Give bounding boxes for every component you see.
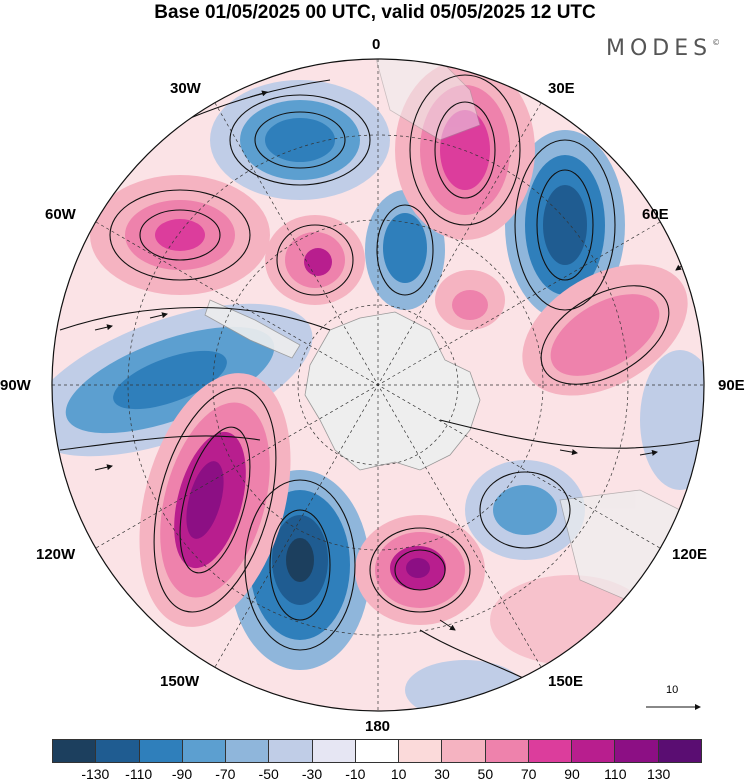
blue-anomaly-3 xyxy=(505,130,625,320)
blue-anomaly-1 xyxy=(210,80,390,200)
colorbar-segment xyxy=(658,740,701,762)
colorbar-tick-label: 130 xyxy=(646,766,671,782)
lon-label-30e: 30E xyxy=(548,80,575,97)
brand-name: MODES xyxy=(606,36,713,61)
colorbar-segment xyxy=(442,740,486,762)
colorbar-tick-label: -90 xyxy=(171,766,193,782)
colorbar-segment xyxy=(485,740,529,762)
colorbar-tick-label: 110 xyxy=(604,766,627,782)
colorbar-tick-label: 90 xyxy=(564,766,580,782)
colorbar-segment xyxy=(182,740,227,762)
colorbar-tick-label: -70 xyxy=(215,766,236,782)
colorbar-tick-label: -130 xyxy=(81,766,110,782)
map-title: Base 01/05/2025 00 UTC, valid 05/05/2025… xyxy=(154,2,596,23)
colorbar-segment xyxy=(572,740,616,762)
copyright-mark: © xyxy=(712,38,721,47)
colorbar-tick-label: 30 xyxy=(434,766,450,782)
lon-label-0: 0 xyxy=(372,36,381,53)
pink-anomaly-2 xyxy=(265,215,365,305)
colorbar-tick-label: 70 xyxy=(520,766,537,782)
lon-label-60w: 60W xyxy=(45,206,76,223)
pink-anomaly-4 xyxy=(435,270,505,330)
lon-label-150w: 150W xyxy=(160,673,200,690)
colorbar-tick-label: -30 xyxy=(301,766,323,782)
colorbar-segment xyxy=(139,740,183,762)
colorbar-tick-label: -10 xyxy=(345,766,366,782)
lon-label-150e: 150E xyxy=(548,673,584,690)
anomaly-field xyxy=(52,59,704,711)
colorbar-tick-label: 10 xyxy=(390,766,407,782)
blue-anomaly-6 xyxy=(465,460,585,560)
pink-anomaly-1 xyxy=(90,175,270,295)
blue-anomaly-4 xyxy=(52,303,313,457)
colorbar-segment xyxy=(399,740,443,762)
colorbar-segment xyxy=(615,740,659,762)
modes-logo: MODES© xyxy=(606,36,720,61)
lon-label-120w: 120W xyxy=(36,546,76,563)
colorbar-segment xyxy=(53,740,97,762)
lon-label-180: 180 xyxy=(365,718,391,735)
colorbar-tick-label: -50 xyxy=(258,766,279,782)
lon-label-120e: 120E xyxy=(672,546,708,563)
colorbar-segment xyxy=(269,740,313,762)
lon-label-90e: 90E xyxy=(718,377,745,394)
colorbar-tick-label: -110 xyxy=(125,766,153,782)
blue-anomaly-7 xyxy=(405,660,525,711)
colorbar-tick-label: 50 xyxy=(477,766,494,782)
colorbar-segment xyxy=(528,740,573,762)
blue-anomaly-8 xyxy=(640,350,704,490)
reference-vector-label: 10 xyxy=(666,684,679,696)
colorbar-segment xyxy=(312,740,356,762)
colorbar-segment xyxy=(355,740,400,762)
lon-label-90w: 90W xyxy=(0,377,31,394)
pink-anomaly-5 xyxy=(522,264,688,396)
lon-label-60e: 60E xyxy=(642,206,669,223)
streamlines xyxy=(59,74,701,701)
lon-label-30w: 30W xyxy=(170,80,201,97)
colorbar-segment xyxy=(96,740,140,762)
map-boundary xyxy=(51,58,705,712)
pink-anomaly-7 xyxy=(355,515,485,625)
colorbar-segment xyxy=(226,740,270,762)
colorbar xyxy=(52,739,702,763)
